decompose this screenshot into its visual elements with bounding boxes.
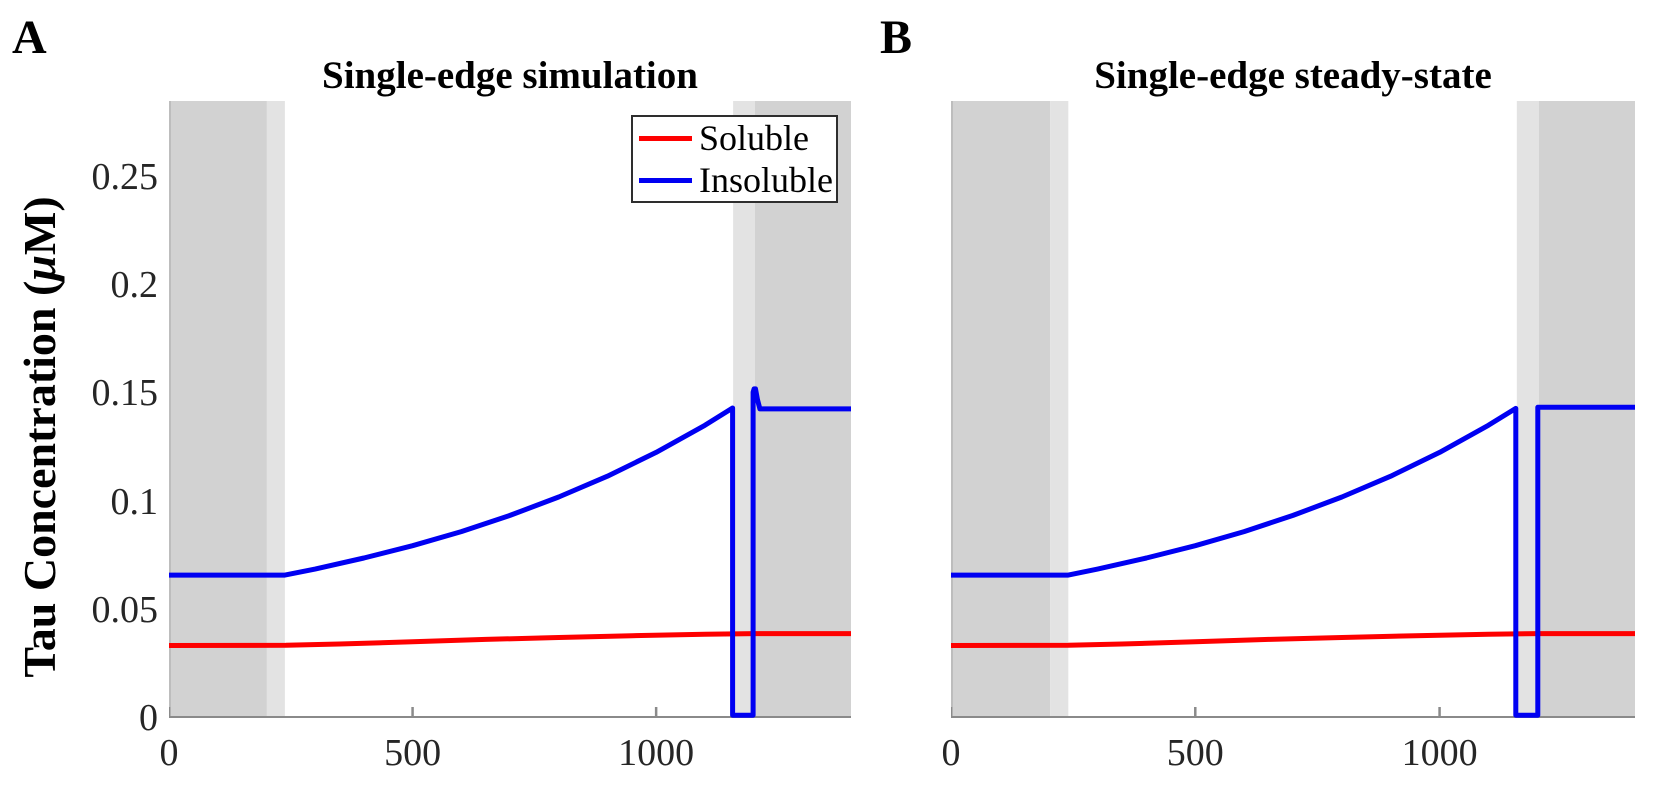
panel-a-title: Single-edge simulation [322, 54, 698, 97]
y-tick-label: 0.05 [91, 588, 159, 631]
shaded-region [266, 101, 285, 718]
soluble-line-swatch [639, 135, 692, 141]
x-tick-label: 500 [1166, 732, 1224, 774]
panel-b-plot [951, 101, 1635, 718]
insoluble-line [169, 386, 851, 718]
shaded-region [169, 101, 267, 718]
soluble-legend-label: Soluble [699, 118, 810, 158]
soluble-line [169, 631, 851, 648]
panel-a-letter: A [12, 11, 47, 64]
x-tick-label: 1000 [1401, 732, 1478, 774]
x-tick-label: 1000 [618, 732, 695, 774]
y-tick-label: 0.2 [110, 264, 159, 307]
legend: Soluble Insoluble [631, 115, 838, 203]
insoluble-line [951, 404, 1635, 718]
y-tick-label: 0.25 [91, 155, 159, 198]
shaded-region [1050, 101, 1069, 718]
x-tick-label: 0 [159, 732, 179, 774]
panel-a-plot [169, 101, 851, 718]
legend-row-soluble: Soluble [633, 117, 836, 159]
insoluble-line-swatch [639, 177, 692, 183]
soluble-line [951, 631, 1635, 648]
x-tick-label: 500 [384, 732, 442, 774]
x-tick-label: 0 [941, 732, 961, 774]
y-tick-label: 0.15 [91, 372, 159, 415]
shaded-region [951, 101, 1051, 718]
panel-b-letter: B [880, 11, 913, 64]
y-axis-label-unit: M) [14, 196, 65, 256]
y-axis-label: Tau Concentration (μM) [14, 112, 66, 762]
y-tick-label: 0 [139, 697, 158, 739]
shaded-region [733, 101, 755, 718]
shaded-region [1516, 101, 1539, 718]
y-tick-label: 0.1 [110, 480, 159, 523]
insoluble-legend-label: Insoluble [699, 160, 833, 200]
panel-b-title: Single-edge steady-state [1094, 54, 1492, 97]
legend-row-insoluble: Insoluble [633, 159, 836, 201]
